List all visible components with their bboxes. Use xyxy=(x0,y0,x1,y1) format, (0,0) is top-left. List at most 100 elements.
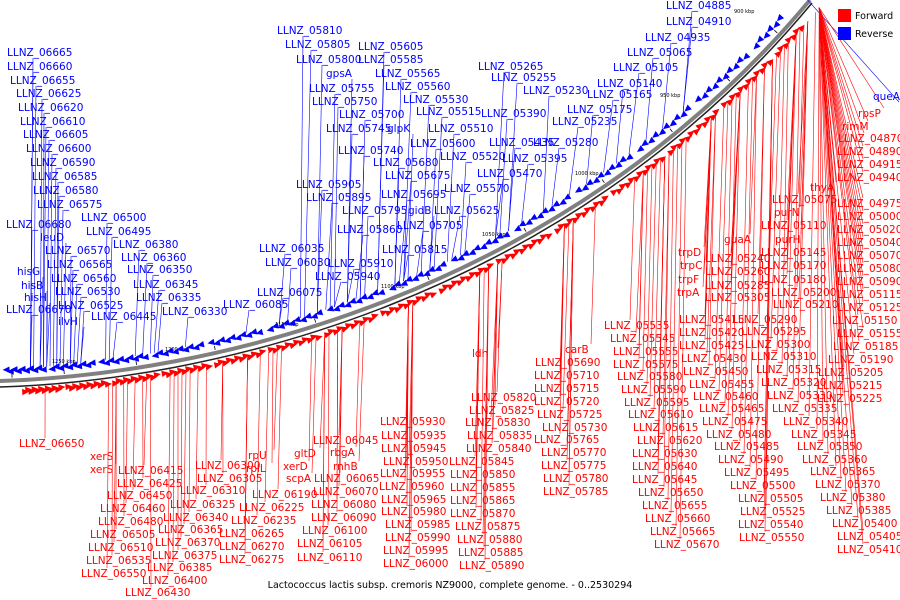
gene-label-forward[interactable]: LLNZ_05040 xyxy=(837,237,900,249)
gene-label-forward[interactable]: LLNZ_05545 xyxy=(610,333,675,345)
gene-label-forward[interactable]: LLNZ_05075 xyxy=(772,194,837,206)
gene-label-forward[interactable]: LLNZ_05020 xyxy=(837,224,900,236)
gene-label-forward[interactable]: LLNZ_05180 xyxy=(761,274,826,286)
gene-label-forward[interactable]: LLNZ_05000 xyxy=(837,211,900,223)
gene-label-forward[interactable]: LLNZ_05205 xyxy=(818,367,883,379)
gene-label-forward[interactable]: xerS xyxy=(90,451,114,463)
gene-label-reverse[interactable]: LLNZ_06350 xyxy=(127,264,192,276)
gene-label-reverse[interactable]: LLNZ_06670 xyxy=(6,304,71,316)
gene-label-forward[interactable]: LLNZ_04915 xyxy=(837,159,900,171)
gene-label-forward[interactable]: LLNZ_05725 xyxy=(537,409,602,421)
gene-label-reverse[interactable]: LLNZ_06575 xyxy=(37,199,102,211)
gene-label-forward[interactable]: LLNZ_06110 xyxy=(297,552,362,564)
gene-label-forward[interactable]: LLNZ_05190 xyxy=(828,354,893,366)
gene-label-reverse[interactable]: LLNZ_06030 xyxy=(265,257,330,269)
gene-label-forward[interactable]: LLNZ_06090 xyxy=(311,512,376,524)
gene-label-forward[interactable]: LLNZ_05485 xyxy=(714,441,779,453)
gene-label-reverse[interactable]: LLNZ_06565 xyxy=(47,259,112,271)
gene-label-reverse[interactable]: LLNZ_05895 xyxy=(306,192,371,204)
gene-label-forward[interactable]: LLNZ_05690 xyxy=(535,357,600,369)
gene-label-forward[interactable]: LLNZ_06265 xyxy=(219,528,284,540)
gene-label-forward[interactable]: trpC xyxy=(680,260,702,272)
gene-label-forward[interactable]: LLNZ_05845 xyxy=(449,456,514,468)
gene-label-reverse[interactable]: LLNZ_06680 xyxy=(6,219,71,231)
gene-label-forward[interactable]: LLNZ_05170 xyxy=(761,260,826,272)
gene-label-forward[interactable]: LLNZ_05400 xyxy=(832,518,897,530)
gene-label-forward[interactable]: LLNZ_05580 xyxy=(617,371,682,383)
gene-label-forward[interactable]: LLNZ_05125 xyxy=(837,302,900,314)
gene-label-forward[interactable]: LLNZ_05650 xyxy=(638,487,703,499)
gene-label-forward[interactable]: LLNZ_05260 xyxy=(705,266,770,278)
gene-label-forward[interactable]: LLNZ_05660 xyxy=(645,513,710,525)
gene-label-forward[interactable]: LLNZ_06505 xyxy=(90,529,155,541)
gene-label-reverse[interactable]: LLNZ_05395 xyxy=(502,153,567,165)
gene-label-reverse[interactable]: LLNZ_05800 xyxy=(296,54,361,66)
gene-label-forward[interactable]: LLNZ_05865 xyxy=(450,495,515,507)
gene-label-forward[interactable]: LLNZ_05200 xyxy=(771,287,836,299)
gene-label-forward[interactable]: LLNZ_05370 xyxy=(815,479,880,491)
gene-label-forward[interactable]: LLNZ_05340 xyxy=(783,416,848,428)
gene-label-forward[interactable]: LLNZ_05770 xyxy=(541,447,606,459)
gene-label-reverse[interactable]: glpK xyxy=(387,123,411,135)
gene-label-forward[interactable]: LLNZ_06650 xyxy=(19,438,84,450)
gene-label-forward[interactable]: LLNZ_05885 xyxy=(458,547,523,559)
gene-label-reverse[interactable]: LLNZ_06500 xyxy=(81,212,146,224)
gene-label-reverse[interactable]: LLNZ_06580 xyxy=(33,185,98,197)
gene-label-forward[interactable]: LLNZ_06450 xyxy=(107,490,172,502)
gene-label-forward[interactable]: carB xyxy=(565,344,589,356)
gene-label-forward[interactable]: LLNZ_06425 xyxy=(117,478,182,490)
gene-label-forward[interactable]: rpsP xyxy=(858,108,881,120)
gene-label-reverse[interactable]: LLNZ_06620 xyxy=(18,102,83,114)
gene-label-forward[interactable]: guaA xyxy=(724,234,752,246)
gene-label-reverse[interactable]: LLNZ_05695 xyxy=(381,189,446,201)
gene-label-forward[interactable]: LLNZ_04890 xyxy=(837,146,900,158)
gene-label-forward[interactable]: LLNZ_05405 xyxy=(837,531,900,543)
gene-label-forward[interactable]: LLNZ_05655 xyxy=(642,500,707,512)
gene-label-forward[interactable]: LLNZ_05070 xyxy=(837,250,900,262)
gene-label-forward[interactable]: LLNZ_06070 xyxy=(313,486,378,498)
gene-label-forward[interactable]: LLNZ_05450 xyxy=(683,366,748,378)
gene-label-forward[interactable]: LLNZ_06190 xyxy=(252,489,317,501)
gene-label-forward[interactable]: LLNZ_06535 xyxy=(86,555,151,567)
gene-label-reverse[interactable]: LLNZ_06585 xyxy=(32,171,97,183)
gene-label-reverse[interactable]: LLNZ_05905 xyxy=(296,179,361,191)
gene-label-forward[interactable]: LLNZ_05300 xyxy=(745,339,810,351)
gene-label-reverse[interactable]: LLNZ_05815 xyxy=(382,244,447,256)
gene-label-forward[interactable]: LLNZ_05185 xyxy=(833,341,898,353)
gene-label-forward[interactable]: LLNZ_05575 xyxy=(613,359,678,371)
gene-label-forward[interactable]: LLNZ_05155 xyxy=(837,328,900,340)
gene-label-reverse[interactable]: LLNZ_05750 xyxy=(312,96,377,108)
gene-label-forward[interactable]: LLNZ_05525 xyxy=(740,506,805,518)
gene-label-reverse[interactable]: LLNZ_06445 xyxy=(91,311,156,323)
gene-label-forward[interactable]: LLNZ_06415 xyxy=(118,465,183,477)
gene-label-reverse[interactable]: LLNZ_05065 xyxy=(627,47,692,59)
gene-label-forward[interactable]: LLNZ_05780 xyxy=(543,473,608,485)
gene-label-reverse[interactable]: LLNZ_05795 xyxy=(342,205,407,217)
gene-label-forward[interactable]: LLNZ_06325 xyxy=(170,499,235,511)
gene-label-reverse[interactable]: LLNZ_05140 xyxy=(597,78,662,90)
gene-label-forward[interactable]: LLNZ_05290 xyxy=(732,314,797,326)
gene-label-forward[interactable]: LLNZ_05945 xyxy=(381,443,446,455)
gene-label-reverse[interactable]: LLNZ_05510 xyxy=(428,123,493,135)
gene-label-forward[interactable]: LLNZ_05310 xyxy=(751,351,816,363)
gene-label-reverse[interactable]: LLNZ_06625 xyxy=(16,88,81,100)
gene-label-reverse[interactable]: LLNZ_06560 xyxy=(51,273,116,285)
gene-label-forward[interactable]: LLNZ_05535 xyxy=(604,320,669,332)
gene-label-forward[interactable]: LLNZ_05775 xyxy=(541,460,606,472)
gene-label-reverse[interactable]: hisB xyxy=(21,280,43,292)
gene-label-forward[interactable]: rnhB xyxy=(333,461,358,473)
gene-label-forward[interactable]: LLNZ_05935 xyxy=(381,430,446,442)
gene-label-forward[interactable]: LLNZ_05990 xyxy=(385,532,450,544)
gene-label-forward[interactable]: trpF xyxy=(678,274,699,286)
gene-label-reverse[interactable]: LLNZ_05570 xyxy=(444,183,509,195)
gene-label-reverse[interactable]: LLNZ_05560 xyxy=(385,81,450,93)
gene-label-reverse[interactable]: LLNZ_04910 xyxy=(666,16,731,28)
gene-label-reverse[interactable]: leuD xyxy=(40,232,64,244)
gene-label-reverse[interactable]: LLNZ_05700 xyxy=(339,109,404,121)
gene-label-forward[interactable]: LLNZ_06065 xyxy=(314,473,379,485)
gene-label-forward[interactable]: LLNZ_05330 xyxy=(767,390,832,402)
gene-label-reverse[interactable]: LLNZ_06600 xyxy=(26,143,91,155)
gene-label-forward[interactable]: LLNZ_05080 xyxy=(837,263,900,275)
gene-label-reverse[interactable]: LLNZ_06590 xyxy=(30,157,95,169)
gene-label-forward[interactable]: LLNZ_05615 xyxy=(633,422,698,434)
